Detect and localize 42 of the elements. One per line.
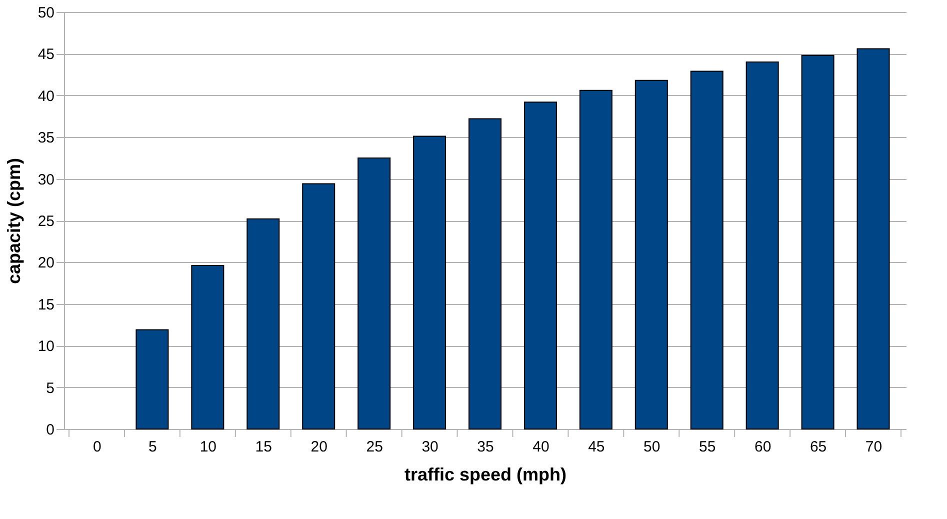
x-tick-label: 60 [754, 438, 772, 456]
x-tick-label: 40 [532, 438, 550, 456]
x-tick-label: 25 [366, 438, 383, 456]
x-tick-label: 55 [699, 438, 716, 456]
x-tick-label: 50 [644, 438, 660, 456]
x-tick-label: 35 [477, 438, 494, 456]
bar [524, 102, 557, 430]
y-tick-label: 45 [38, 46, 54, 64]
bar [468, 118, 502, 430]
bar [579, 90, 612, 430]
x-tick-label: 30 [422, 438, 438, 456]
x-tick-label: 45 [588, 438, 605, 456]
y-tick-label: 50 [38, 4, 54, 22]
x-tick-label: 70 [865, 438, 882, 456]
x-tick-label: 20 [310, 438, 328, 456]
y-tick-label: 30 [38, 171, 54, 188]
bar [801, 54, 834, 430]
y-tick-label: 40 [38, 88, 54, 105]
y-tick-label: 0 [46, 422, 54, 438]
bar [690, 70, 724, 430]
bar [634, 80, 668, 430]
bar [191, 265, 224, 430]
y-tick-label: 20 [38, 254, 54, 272]
x-tick-label: 5 [148, 438, 157, 456]
x-tick-label: 15 [255, 438, 272, 456]
bar [413, 136, 446, 430]
x-tick-label: 10 [200, 438, 217, 456]
x-axis-title: traffic speed (mph) [404, 464, 567, 484]
y-tick-label: 25 [38, 213, 54, 230]
x-tick-label: 65 [810, 438, 827, 456]
y-tick-label: 35 [38, 130, 54, 147]
x-tick-label: 0 [93, 438, 102, 456]
bar [302, 183, 336, 430]
bar [358, 157, 391, 430]
bar [856, 48, 890, 430]
y-tick-label: 10 [38, 338, 54, 356]
bar [746, 62, 779, 430]
bar [246, 218, 280, 430]
y-tick-label: 15 [38, 296, 54, 314]
y-tick-label: 5 [46, 380, 54, 397]
bar [136, 329, 169, 430]
y-axis-title: capacity (cpm) [4, 158, 24, 284]
